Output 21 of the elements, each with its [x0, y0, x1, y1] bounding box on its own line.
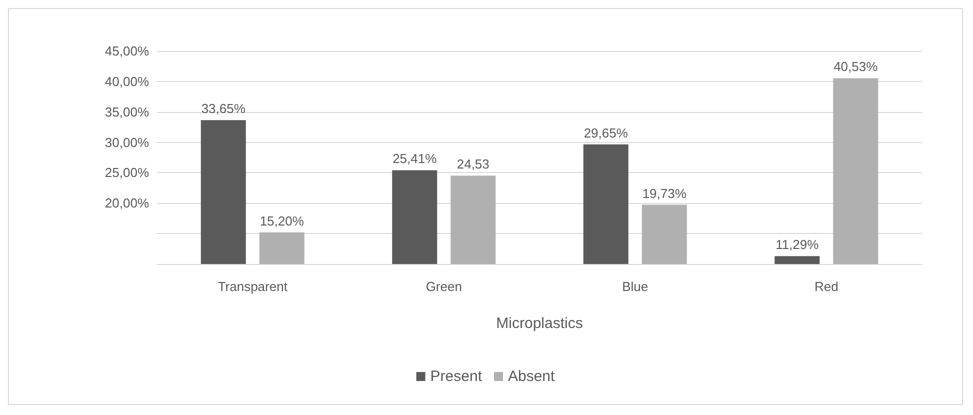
- x-tick-label: Blue: [622, 279, 648, 294]
- data-label: 24,53: [456, 156, 490, 172]
- x-tick-label: Red: [814, 279, 838, 294]
- y-tick-label: 45,00%: [104, 44, 150, 58]
- y-tick-label: 25,00%: [104, 165, 150, 180]
- y-tick-label: 35,00%: [104, 104, 150, 120]
- data-label: 15,20%: [260, 213, 304, 228]
- legend-label: Present: [430, 368, 483, 385]
- y-tick-label: 40,00%: [104, 74, 150, 89]
- y-tick-label: 30,00%: [104, 134, 150, 150]
- x-tick-label: Green: [426, 279, 462, 294]
- data-label: 29,65%: [584, 125, 628, 140]
- x-axis-title: Microplastics: [496, 315, 583, 332]
- data-label: 19,73%: [642, 186, 687, 201]
- data-label: 33,65%: [201, 101, 246, 116]
- data-label: 11,29%: [776, 237, 820, 252]
- data-label: 40,53%: [834, 59, 878, 74]
- x-tick-label: Transparent: [218, 279, 288, 294]
- legend-label: Absent: [508, 368, 556, 385]
- y-tick-label: 20,00%: [104, 196, 150, 211]
- data-label: 25,41%: [392, 151, 438, 166]
